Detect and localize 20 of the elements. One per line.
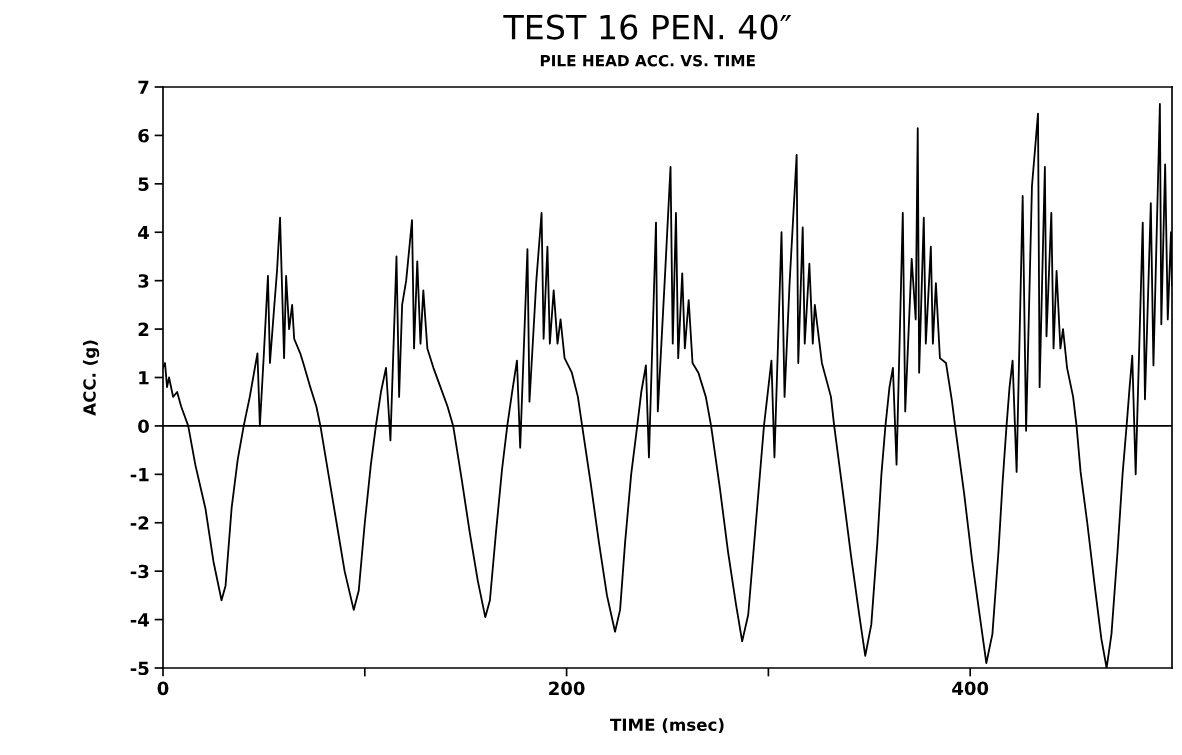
x-tick-label: 200 [549, 681, 585, 696]
y-tick-label: 6 [138, 128, 149, 143]
y-tick-label: 7 [138, 80, 149, 94]
y-tick-label: 1 [139, 371, 149, 385]
y-tick-label: 4 [138, 225, 149, 240]
y-tick-label: 5 [138, 177, 149, 191]
chart-subtitle: PILE HEAD ACC. VS. TIME [540, 54, 755, 67]
y-tick-label: -3 [130, 564, 149, 579]
y-tick-label: -2 [130, 516, 149, 530]
y-tick-label: -1 [130, 468, 149, 482]
y-tick-label: 0 [138, 419, 149, 434]
x-axis-title: TIME (msec) [610, 718, 724, 733]
y-tick-label: -5 [130, 661, 149, 676]
y-tick-label: 2 [138, 322, 149, 336]
y-tick-label: 3 [138, 274, 149, 288]
chart-title: TEST 16 PEN. 40″ [503, 14, 792, 40]
x-tick-label: 0 [157, 681, 169, 696]
x-tick-label: 400 [952, 681, 989, 696]
y-axis-title: ACC. (g) [82, 340, 100, 416]
y-tick-label: -4 [130, 613, 149, 627]
